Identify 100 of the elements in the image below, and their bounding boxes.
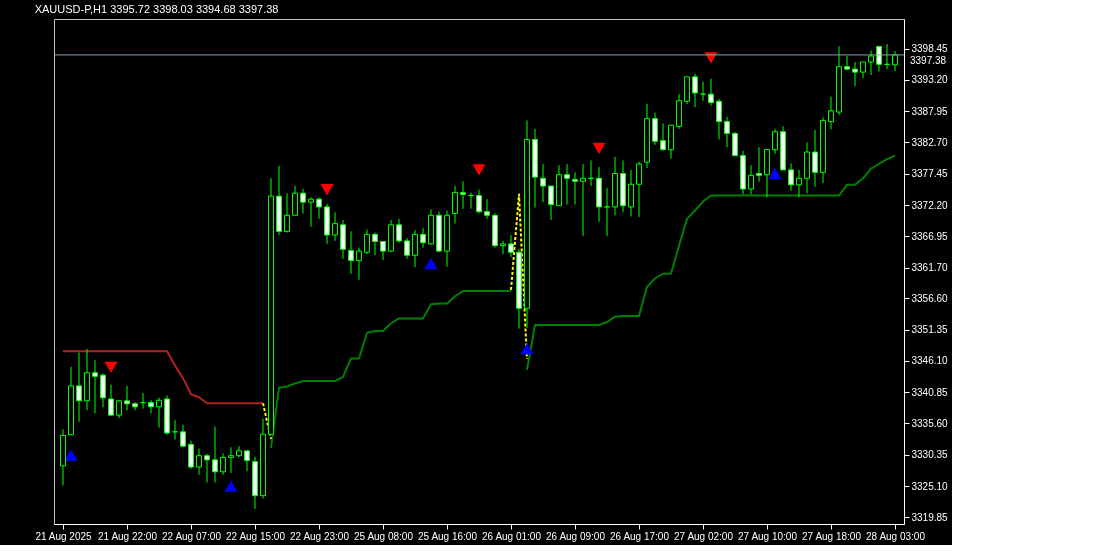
point [64, 449, 78, 461]
candlestick [796, 169, 802, 198]
y-tick-label: 3398.45 [911, 43, 949, 55]
candlestick [356, 246, 362, 281]
y-tick-label: 3387.95 [911, 105, 949, 117]
candlestick [460, 180, 466, 210]
candlestick [716, 98, 722, 141]
candlestick [396, 218, 402, 244]
x-tick-label: 25 Aug 08:00 [354, 530, 414, 542]
y-tick-label: 3356.60 [911, 292, 949, 304]
candlestick [572, 171, 578, 206]
y-tick-label: 3366.95 [911, 230, 949, 242]
point [768, 167, 782, 180]
candlestick [652, 112, 658, 146]
x-tick-label: 25 Aug 16:00 [418, 530, 478, 542]
candlestick [108, 384, 114, 417]
point [224, 480, 238, 492]
x-tick-label: 27 Aug 02:00 [674, 530, 734, 542]
candlestick [604, 187, 610, 237]
candlestick [364, 229, 370, 255]
candlestick [636, 161, 642, 218]
candlestick [844, 55, 850, 71]
candlestick [188, 440, 194, 470]
candlestick [420, 227, 426, 248]
candlestick [316, 196, 322, 220]
point [472, 164, 486, 176]
candlestick [372, 232, 378, 256]
candlestick [300, 188, 306, 214]
candlestick [812, 129, 818, 188]
line-series [62, 350, 264, 405]
candlestick [748, 164, 754, 195]
candlestick [476, 189, 482, 214]
candlestick [628, 169, 634, 217]
y-tick-label: 3372.20 [911, 199, 949, 211]
y-tick-label: 3382.70 [911, 136, 949, 148]
candlestick [348, 230, 354, 275]
candlestick [452, 185, 458, 225]
y-tick-label: 3319.85 [911, 511, 949, 523]
candlestick [660, 122, 666, 152]
candlestick [828, 96, 834, 130]
point [104, 361, 118, 374]
candlestick [244, 449, 250, 472]
y-tick-label: 3325.10 [911, 480, 949, 492]
x-tick-label: 22 Aug 15:00 [226, 530, 286, 542]
candlestick [404, 237, 410, 260]
candlestick [724, 116, 730, 148]
candlestick [484, 198, 490, 220]
candlestick [76, 351, 82, 423]
candlestick [148, 399, 154, 414]
candlestick [380, 241, 386, 261]
candlestick [228, 446, 234, 474]
candlestick [508, 234, 514, 258]
candlestick [852, 61, 858, 87]
y-tick-label: 3393.20 [911, 74, 949, 86]
candlestick [332, 211, 338, 242]
candlestick [756, 146, 762, 183]
x-tick-label: 28 Aug 03:00 [866, 530, 926, 542]
y-tick-label: 3346.10 [911, 355, 949, 367]
x-tick-label: 22 Aug 23:00 [290, 530, 350, 542]
candlestick [788, 162, 794, 192]
candlestick [412, 229, 418, 268]
candlestick [540, 163, 546, 203]
point [320, 183, 334, 196]
x-tick-label: 27 Aug 18:00 [802, 530, 862, 542]
candlestick [132, 401, 138, 411]
point [424, 257, 438, 270]
y-tick-label: 3340.85 [911, 386, 949, 398]
x-tick-label: 21 Aug 22:00 [98, 530, 158, 542]
candlestick [156, 397, 162, 429]
y-tick-label: 3377.45 [911, 168, 949, 180]
candlestick [292, 185, 298, 216]
candlestick [564, 163, 570, 206]
candlestick [124, 385, 130, 411]
candlestick [196, 448, 202, 476]
candlestick [284, 192, 290, 234]
candlestick [868, 50, 874, 76]
candlestick [692, 73, 698, 108]
candlestick [308, 196, 314, 228]
y-tick-label: 3361.70 [911, 262, 949, 274]
candlestick [732, 131, 738, 157]
ref-line-label: 3397.38 [910, 54, 947, 66]
candlestick [708, 78, 714, 106]
candlestick [580, 163, 586, 237]
candlestick [220, 452, 226, 476]
x-tick-label: 26 Aug 17:00 [610, 530, 670, 542]
x-tick-label: 26 Aug 09:00 [546, 530, 606, 542]
candlestick [204, 453, 210, 484]
x-tick-label: 26 Aug 01:00 [482, 530, 542, 542]
candlestick [500, 240, 506, 255]
x-tick-label: 21 Aug 2025 [35, 530, 93, 542]
y-tick-label: 3330.35 [911, 449, 949, 461]
y-tick-label: 3351.35 [911, 324, 949, 336]
point [592, 142, 606, 155]
x-tick-label: 27 Aug 10:00 [738, 530, 798, 542]
chart-title: XAUUSD-P,H1 3395.72 3398.03 3394.68 3397.38 [34, 3, 279, 15]
candlestick [236, 445, 242, 458]
x-tick-label: 22 Aug 07:00 [162, 530, 222, 542]
candlestick [212, 425, 218, 484]
candlestick [772, 128, 778, 155]
candlestick [100, 372, 106, 408]
